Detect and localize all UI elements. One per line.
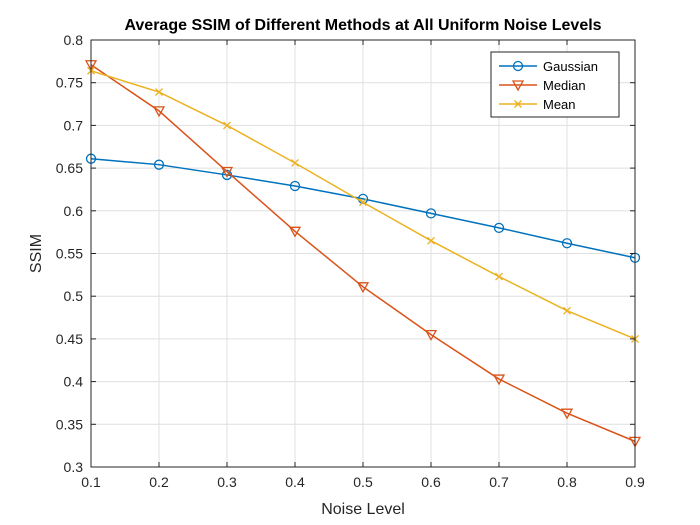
x-tick-label: 0.6: [421, 474, 441, 490]
series-line: [90, 157, 636, 259]
data-point: [152, 106, 166, 118]
legend-item-median: Median: [499, 78, 586, 93]
tick-marks: [90, 39, 636, 468]
data-point: [561, 238, 573, 249]
x-tick-label: 0.9: [625, 474, 645, 490]
data-point: [288, 226, 302, 238]
y-tick-label: 0.7: [64, 117, 84, 133]
y-axis-label: SSIM: [28, 234, 45, 273]
y-tick-label: 0.45: [56, 331, 83, 347]
x-tick-label: 0.4: [285, 474, 305, 490]
y-tick-label: 0.55: [56, 246, 83, 262]
grid-lines: [90, 39, 636, 468]
x-tick-label: 0.2: [149, 474, 169, 490]
data-point: [563, 306, 571, 315]
legend-label: Gaussian: [543, 59, 598, 74]
data-point: [155, 88, 163, 97]
x-axis-label: Noise Level: [321, 501, 405, 518]
x-tick-label: 0.3: [217, 474, 237, 490]
x-tick-label: 0.8: [557, 474, 577, 490]
tick-labels: 0.1 0.2 0.3 0.4 0.5 0.6 0.7 0.8 0.9 0.3 0.35 0.4 0.4…: [56, 32, 645, 490]
data-point: [492, 374, 506, 386]
legend-marker: [512, 60, 524, 72]
data-point: [220, 166, 234, 178]
y-tick-label: 0.6: [64, 203, 84, 219]
data-point: [425, 208, 437, 219]
chart-title: Average SSIM of Different Methods at All…: [124, 17, 601, 34]
data-point: [356, 282, 370, 294]
data-point: [424, 329, 438, 341]
data-point: [493, 222, 505, 234]
data-point: [560, 408, 574, 420]
y-tick-label: 0.5: [64, 288, 84, 304]
data-point: [291, 159, 299, 167]
y-tick-label: 0.65: [56, 160, 83, 176]
legend-label: Mean: [543, 97, 576, 112]
y-tick-label: 0.4: [64, 374, 84, 390]
y-tick-label: 0.3: [64, 459, 84, 475]
legend-label: Median: [543, 78, 586, 93]
data-point: [359, 198, 367, 207]
x-tick-label: 0.7: [489, 474, 509, 490]
legend-item-mean: Mean: [499, 97, 576, 112]
data-point: [427, 236, 435, 245]
legend-item-gaussian: Gaussian: [499, 59, 598, 74]
x-tick-label: 0.1: [81, 474, 101, 490]
y-tick-label: 0.8: [64, 32, 84, 48]
legend-marker: [514, 100, 522, 108]
x-tick-label: 0.5: [353, 474, 373, 490]
data-point: [289, 180, 301, 192]
y-tick-label: 0.75: [56, 75, 83, 91]
y-tick-label: 0.35: [56, 416, 83, 432]
data-point: [153, 159, 165, 170]
series-line: [90, 64, 636, 443]
legend-marker: [511, 80, 525, 92]
legend: Gaussian Median Mean: [490, 51, 620, 118]
data-point: [223, 121, 231, 130]
data-point: [495, 272, 503, 281]
series-median: [84, 60, 642, 448]
